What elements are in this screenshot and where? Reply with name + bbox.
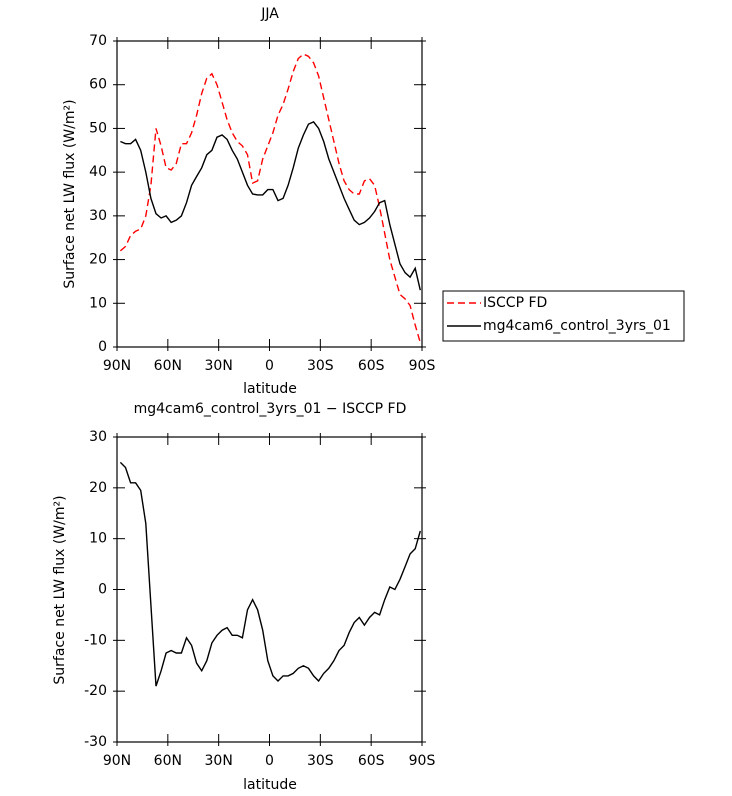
y-tick-label: 70 — [89, 33, 107, 49]
y-tick-label: 30 — [89, 208, 107, 224]
y-axis-label: Surface net LW flux (W/m²) — [62, 99, 78, 288]
x-tick-label: 30N — [205, 358, 233, 374]
legend-label: mg4cam6_control_3yrs_01 — [483, 318, 671, 334]
y-tick-label: 20 — [89, 252, 107, 268]
x-tick-label: 30S — [307, 358, 334, 374]
x-tick-label: 0 — [265, 753, 274, 769]
y-tick-label: 60 — [89, 77, 107, 93]
y-tick-label: -20 — [84, 683, 107, 699]
series-line — [119, 461, 421, 687]
legend-box — [442, 290, 685, 342]
x-tick-label: 60S — [358, 358, 385, 374]
x-tick-label: 60S — [358, 753, 385, 769]
y-tick-label: -30 — [84, 734, 107, 750]
y-tick-label: 50 — [89, 120, 107, 136]
x-axis-label: latitude — [243, 381, 297, 397]
series-line — [119, 53, 421, 343]
y-tick-label: 20 — [89, 480, 107, 496]
legend-label: ISCCP FD — [483, 295, 547, 311]
y-tick-label: 30 — [89, 429, 107, 445]
series-line — [120, 121, 421, 291]
y-tick-label: 0 — [98, 339, 107, 355]
plot-frame — [116, 436, 423, 743]
x-axis-label: latitude — [243, 777, 297, 793]
y-tick-label: 40 — [89, 164, 107, 180]
x-tick-label: 90N — [103, 753, 131, 769]
x-tick-label: 30N — [205, 753, 233, 769]
x-tick-label: 60N — [154, 753, 182, 769]
x-tick-label: 90S — [409, 358, 436, 374]
y-axis-label: Surface net LW flux (W/m²) — [52, 495, 68, 684]
y-tick-label: -10 — [84, 632, 107, 648]
x-tick-label: 0 — [265, 358, 274, 374]
x-tick-label: 90N — [103, 358, 131, 374]
y-tick-label: 10 — [89, 295, 107, 311]
x-tick-label: 30S — [307, 753, 334, 769]
chart-title: JJA — [260, 6, 279, 22]
chart-title: mg4cam6_control_3yrs_01 − ISCCP FD — [134, 401, 407, 417]
y-tick-label: 10 — [89, 531, 107, 547]
x-tick-label: 60N — [154, 358, 182, 374]
x-tick-label: 90S — [409, 753, 436, 769]
y-tick-label: 0 — [98, 582, 107, 598]
